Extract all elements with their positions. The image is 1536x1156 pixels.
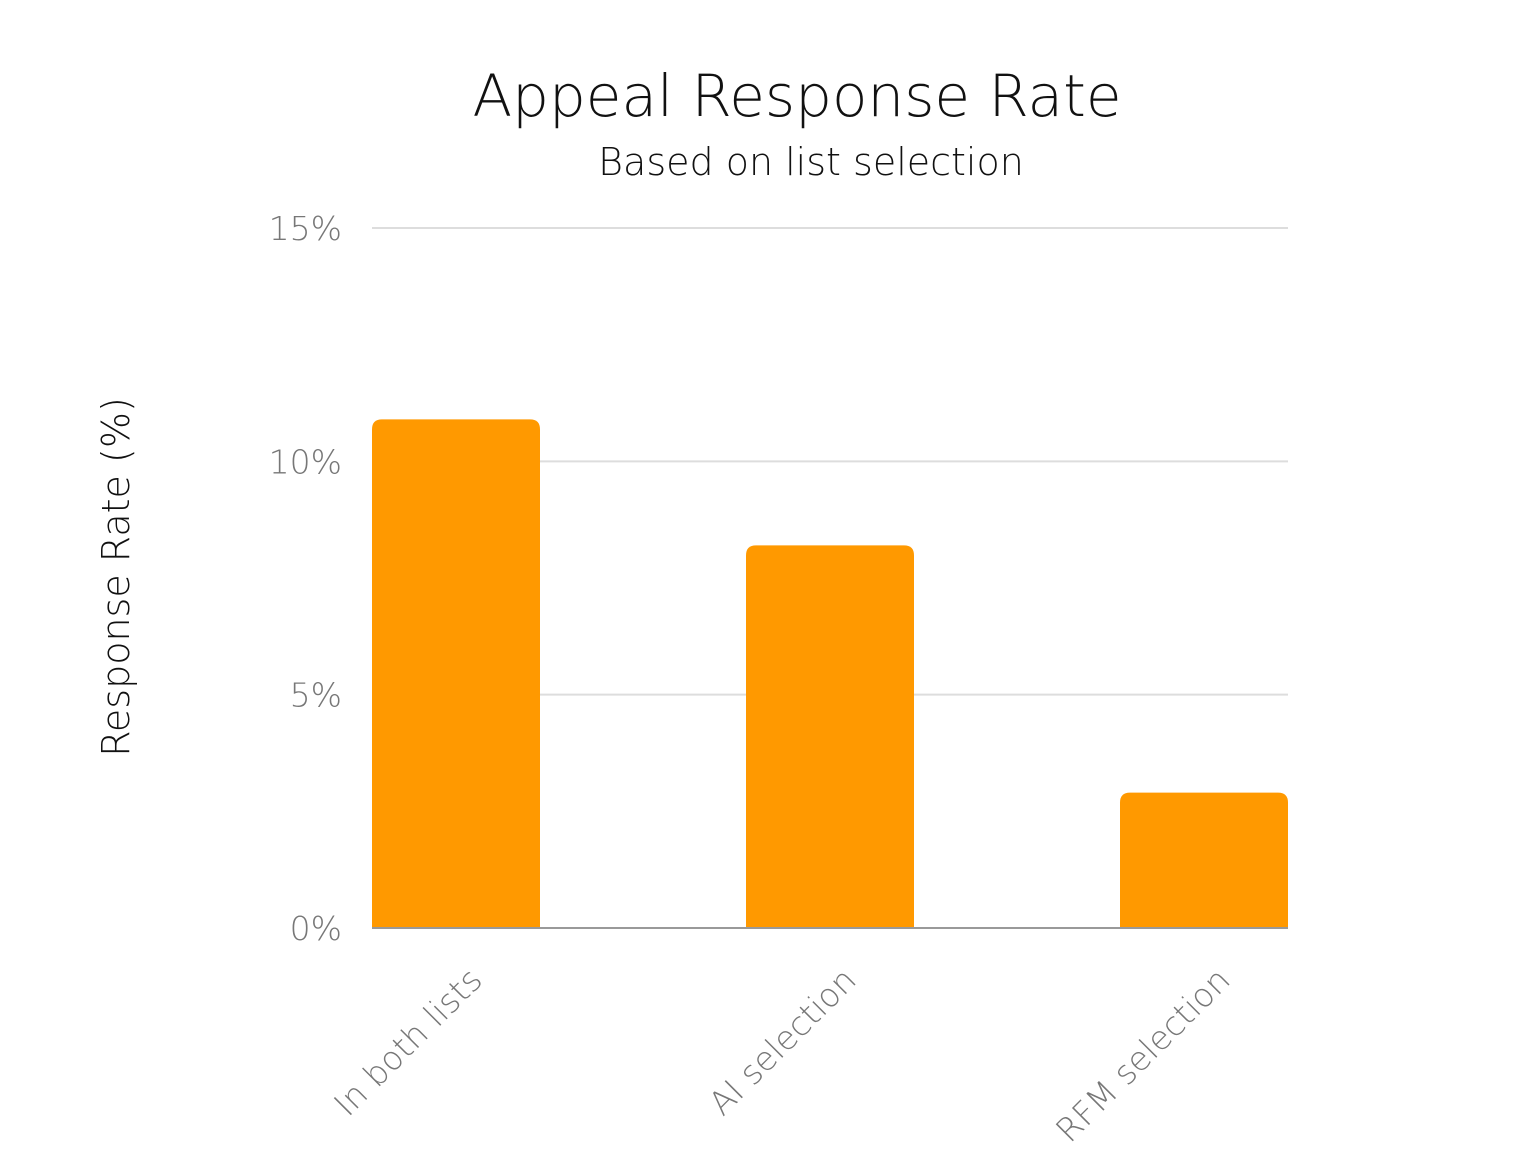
bar [372,419,540,928]
y-tick-label: 0% [290,909,342,948]
x-category-label: In both lists [326,960,490,1124]
y-tick-label: 10% [269,442,342,481]
x-category-label: AI selection [701,960,864,1123]
x-axis-category-labels: In both lists AI selection RFM selection [326,960,1238,1150]
bar [1120,792,1288,928]
bar [746,545,914,928]
y-axis-label: Response Rate (%) [94,397,138,757]
y-tick-label: 5% [290,676,342,715]
bars [372,419,1288,928]
chart-subtitle: Based on list selection [598,140,1024,184]
y-tick-label: 15% [269,209,342,248]
x-category-label: RFM selection [1048,960,1238,1150]
chart-title: Appeal Response Rate [472,62,1121,130]
y-axis-ticks: 0% 5% 10% 15% [269,209,342,948]
